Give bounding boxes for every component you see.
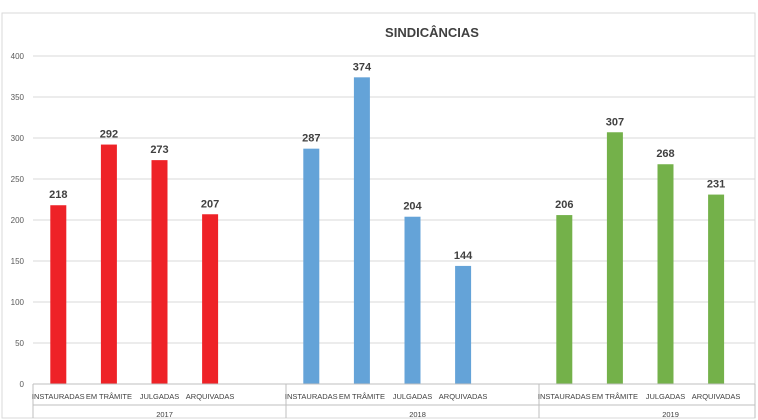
x-category-label: INSTAURADAS bbox=[32, 392, 85, 401]
y-axis-tick-labels: 0 50 100 150 200 250 300 350 400 bbox=[11, 52, 25, 389]
y-tick-label: 250 bbox=[11, 175, 25, 184]
x-category-label: EM TRÂMITE bbox=[86, 392, 132, 401]
data-label: 292 bbox=[100, 129, 118, 141]
x-category-label: EM TRÂMITE bbox=[592, 392, 638, 401]
data-label: 207 bbox=[201, 198, 219, 210]
y-tick-label: 200 bbox=[11, 216, 25, 225]
x-category-label: INSTAURADAS bbox=[538, 392, 591, 401]
data-labels: 218 292 273 207 287 374 204 144 206 307 268 231 bbox=[49, 61, 725, 262]
y-tick-label: 50 bbox=[15, 339, 24, 348]
bar bbox=[353, 77, 370, 384]
data-label: 218 bbox=[49, 189, 67, 201]
y-tick-label: 100 bbox=[11, 298, 25, 307]
data-label: 374 bbox=[353, 61, 372, 73]
bar bbox=[202, 214, 219, 384]
data-label: 307 bbox=[606, 116, 624, 128]
chart-title: SINDICÂNCIAS bbox=[385, 25, 479, 40]
bar bbox=[606, 132, 623, 384]
data-label: 287 bbox=[302, 133, 320, 145]
data-label: 268 bbox=[656, 148, 674, 160]
x-axis: INSTAURADAS EM TRÂMITE JULGADAS ARQUIVADAS2… bbox=[32, 383, 756, 419]
x-category-label: JULGADAS bbox=[646, 392, 686, 401]
bar bbox=[455, 265, 472, 384]
x-group-label: 2018 bbox=[409, 410, 426, 419]
chart-border bbox=[1, 12, 756, 419]
bars bbox=[50, 77, 725, 384]
x-category-label: JULGADAS bbox=[140, 392, 180, 401]
bar bbox=[303, 148, 320, 384]
bar bbox=[100, 144, 117, 384]
y-tick-label: 0 bbox=[20, 380, 25, 389]
x-category-label: EM TRÂMITE bbox=[339, 392, 385, 401]
x-group-label: 2017 bbox=[156, 410, 173, 419]
y-tick-label: 150 bbox=[11, 257, 25, 266]
data-label: 273 bbox=[150, 144, 168, 156]
x-category-label: JULGADAS bbox=[393, 392, 433, 401]
x-category-label: ARQUIVADAS bbox=[692, 392, 741, 401]
x-category-label: INSTAURADAS bbox=[285, 392, 338, 401]
x-category-label: ARQUIVADAS bbox=[439, 392, 488, 401]
bar bbox=[50, 205, 67, 384]
bar bbox=[151, 160, 168, 384]
x-category-label: ARQUIVADAS bbox=[186, 392, 235, 401]
bar bbox=[657, 164, 674, 384]
bar bbox=[556, 215, 573, 384]
y-tick-label: 300 bbox=[11, 134, 25, 143]
y-tick-label: 350 bbox=[11, 93, 25, 102]
data-label: 231 bbox=[707, 179, 725, 191]
data-label: 204 bbox=[403, 201, 422, 213]
data-label: 144 bbox=[454, 250, 473, 262]
y-tick-label: 400 bbox=[11, 52, 25, 61]
bar bbox=[404, 216, 421, 384]
bar bbox=[708, 194, 725, 384]
x-group-label: 2019 bbox=[662, 410, 679, 419]
data-label: 206 bbox=[555, 199, 573, 211]
